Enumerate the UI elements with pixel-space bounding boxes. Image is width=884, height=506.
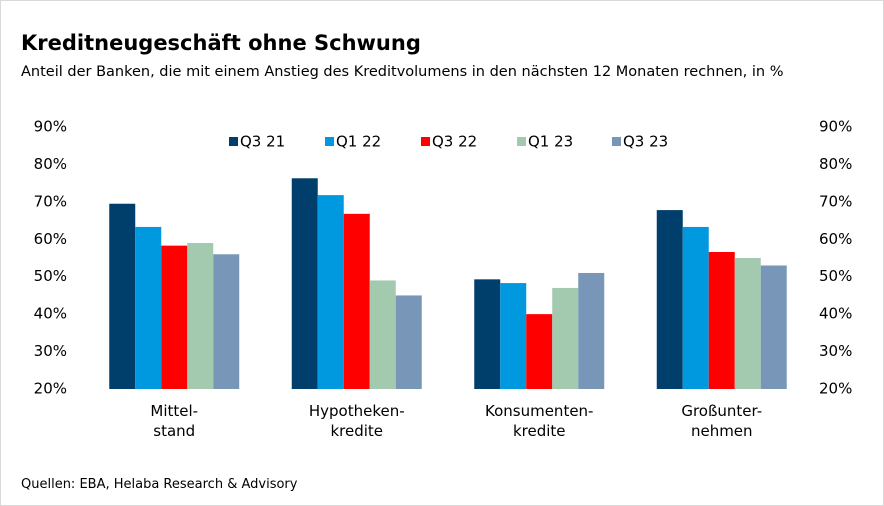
y-tick-label: 20%: [34, 380, 67, 398]
legend-label: Q3 22: [432, 133, 477, 151]
legend-swatch: [517, 137, 526, 146]
bar: [708, 252, 735, 389]
legend-swatch: [612, 137, 621, 146]
y-tick-label: 40%: [34, 305, 67, 323]
chart-subtitle: Anteil der Banken, die mit einem Anstieg…: [21, 64, 784, 80]
y2-tick-label: 40%: [819, 305, 852, 323]
y-tick-label: 30%: [34, 342, 67, 360]
y2-tick-label: 20%: [819, 380, 852, 398]
y-tick-label: 50%: [34, 267, 67, 285]
x-tick-label-line: nehmen: [691, 422, 753, 440]
bar: [317, 195, 344, 389]
y2-tick-label: 30%: [819, 342, 852, 360]
bar: [760, 265, 787, 389]
bar: [656, 210, 683, 389]
legend-label: Q1 23: [528, 133, 573, 151]
bar: [474, 279, 501, 389]
x-tick-label: Hypotheken-kredite: [309, 402, 405, 440]
legend-swatch: [325, 137, 334, 146]
source-note: Quellen: EBA, Helaba Research & Advisory: [21, 477, 298, 492]
x-tick-label: Großunter-nehmen: [681, 402, 762, 440]
y2-tick-label: 50%: [819, 267, 852, 285]
x-tick-label-line: kredite: [513, 422, 566, 440]
bar: [291, 178, 318, 389]
chart-title: Kreditneugeschäft ohne Schwung: [21, 31, 421, 55]
y2-tick-label: 90%: [819, 118, 852, 136]
x-tick-label-line: stand: [153, 422, 195, 440]
bar: [161, 245, 188, 389]
x-tick-label-line: Hypotheken-: [309, 402, 405, 420]
x-tick-label: Konsumenten-kredite: [485, 402, 593, 440]
bar: [187, 243, 214, 389]
legend-swatch: [421, 137, 430, 146]
bar: [500, 283, 527, 389]
bar: [213, 254, 240, 389]
legend-label: Q1 22: [336, 133, 381, 151]
legend-label: Q3 21: [240, 133, 285, 151]
legend-label: Q3 23: [623, 133, 668, 151]
bar: [552, 287, 579, 389]
bar: [369, 280, 396, 389]
y-tick-label: 70%: [34, 192, 67, 210]
x-tick-label: Mittel-stand: [150, 402, 198, 440]
x-tick-label-line: kredite: [330, 422, 383, 440]
x-tick-label-line: Mittel-: [150, 402, 198, 420]
y2-tick-label: 60%: [819, 230, 852, 248]
bar: [343, 213, 370, 389]
y-tick-label: 90%: [34, 118, 67, 136]
bar: [395, 295, 422, 389]
y2-tick-label: 80%: [819, 155, 852, 173]
bar: [734, 258, 761, 389]
x-tick-label-line: Großunter-: [681, 402, 762, 420]
bar: [109, 203, 136, 389]
y2-tick-label: 70%: [819, 192, 852, 210]
bar: [578, 272, 605, 389]
bar: [135, 226, 162, 389]
y-tick-label: 60%: [34, 230, 67, 248]
y-tick-label: 80%: [34, 155, 67, 173]
bar: [526, 314, 553, 389]
bar: [682, 226, 709, 389]
legend-swatch: [229, 137, 238, 146]
x-tick-label-line: Konsumenten-: [485, 402, 593, 420]
